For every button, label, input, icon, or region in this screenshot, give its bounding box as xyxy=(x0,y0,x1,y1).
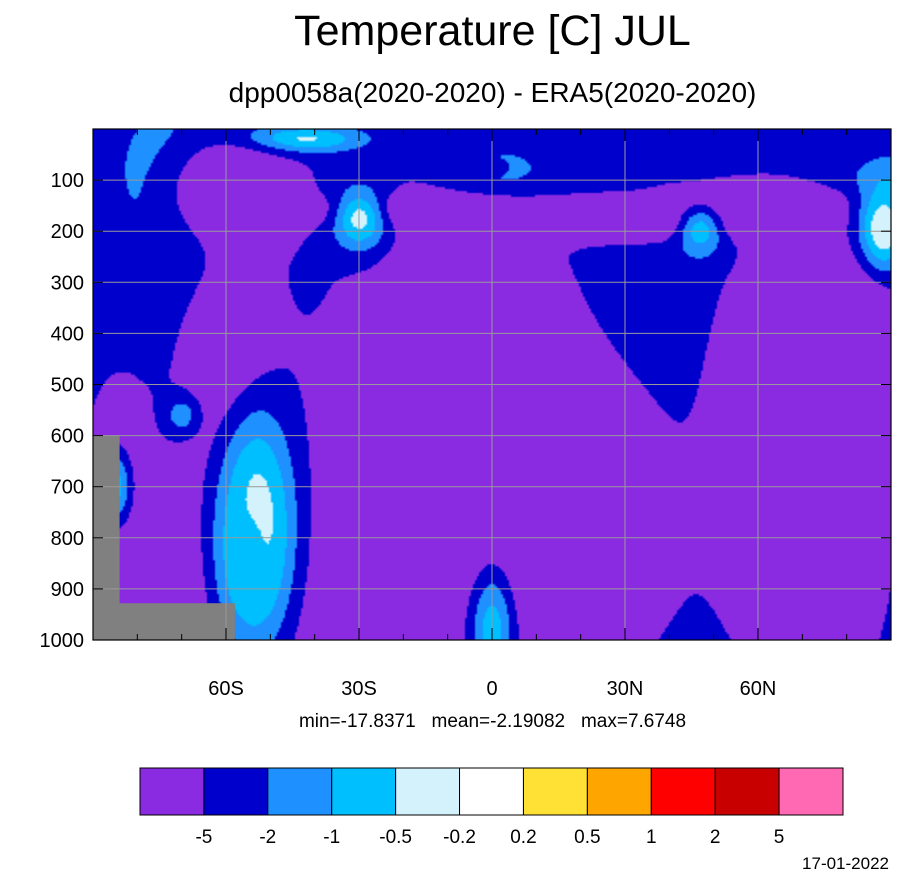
colorbar-label: -5 xyxy=(195,827,212,848)
y-tick-label: 200 xyxy=(51,221,84,243)
colorbar-swatch xyxy=(267,767,333,816)
y-tick-label: 700 xyxy=(51,477,84,499)
y-tick-label: 1000 xyxy=(40,630,85,652)
chart-subtitle: dpp0058a(2020-2020) - ERA5(2020-2020) xyxy=(228,77,757,108)
colorbar-label: -1 xyxy=(323,827,340,848)
colorbar-label: 0.2 xyxy=(510,827,536,848)
colorbar-swatch xyxy=(203,767,269,816)
colorbar-swatch xyxy=(139,767,205,816)
x-tick-label: 0 xyxy=(486,678,497,700)
x-tick-label: 30S xyxy=(341,678,377,700)
y-tick-label: 600 xyxy=(51,426,84,448)
colorbar-swatch xyxy=(331,767,397,816)
stats-text: min=-17.8371 mean=-2.19082 max=7.6748 xyxy=(298,711,687,732)
y-tick-label: 800 xyxy=(51,528,84,550)
colorbar-swatch xyxy=(522,767,588,816)
missing-data-region xyxy=(93,603,235,640)
colorbar-label: 1 xyxy=(646,827,657,848)
colorbar-swatch xyxy=(459,767,524,816)
x-tick-label: 60N xyxy=(740,678,777,700)
colorbar-label: -0.5 xyxy=(379,827,412,848)
x-tick-label: 60S xyxy=(208,678,244,700)
colorbar-swatch xyxy=(650,767,716,816)
colorbar-label: 2 xyxy=(710,827,721,848)
colorbar-swatch xyxy=(714,767,780,816)
colorbar-swatch xyxy=(586,767,652,816)
colorbar-label: 0.5 xyxy=(574,827,600,848)
colorbar-swatch xyxy=(778,767,844,816)
colorbar-swatch xyxy=(395,767,461,816)
y-tick-label: 400 xyxy=(51,323,84,345)
colorbar-label: 5 xyxy=(774,827,785,848)
y-tick-label: 100 xyxy=(51,170,84,192)
chart-title: Temperature [C] JUL xyxy=(294,7,691,55)
x-tick-label: 30N xyxy=(607,678,644,700)
y-tick-label: 500 xyxy=(51,375,84,397)
colorbar-label: -0.2 xyxy=(443,827,476,848)
date-text: 17-01-2022 xyxy=(802,854,889,873)
y-tick-label: 300 xyxy=(51,272,84,294)
y-tick-label: 900 xyxy=(51,579,84,601)
colorbar-label: -2 xyxy=(259,827,276,848)
